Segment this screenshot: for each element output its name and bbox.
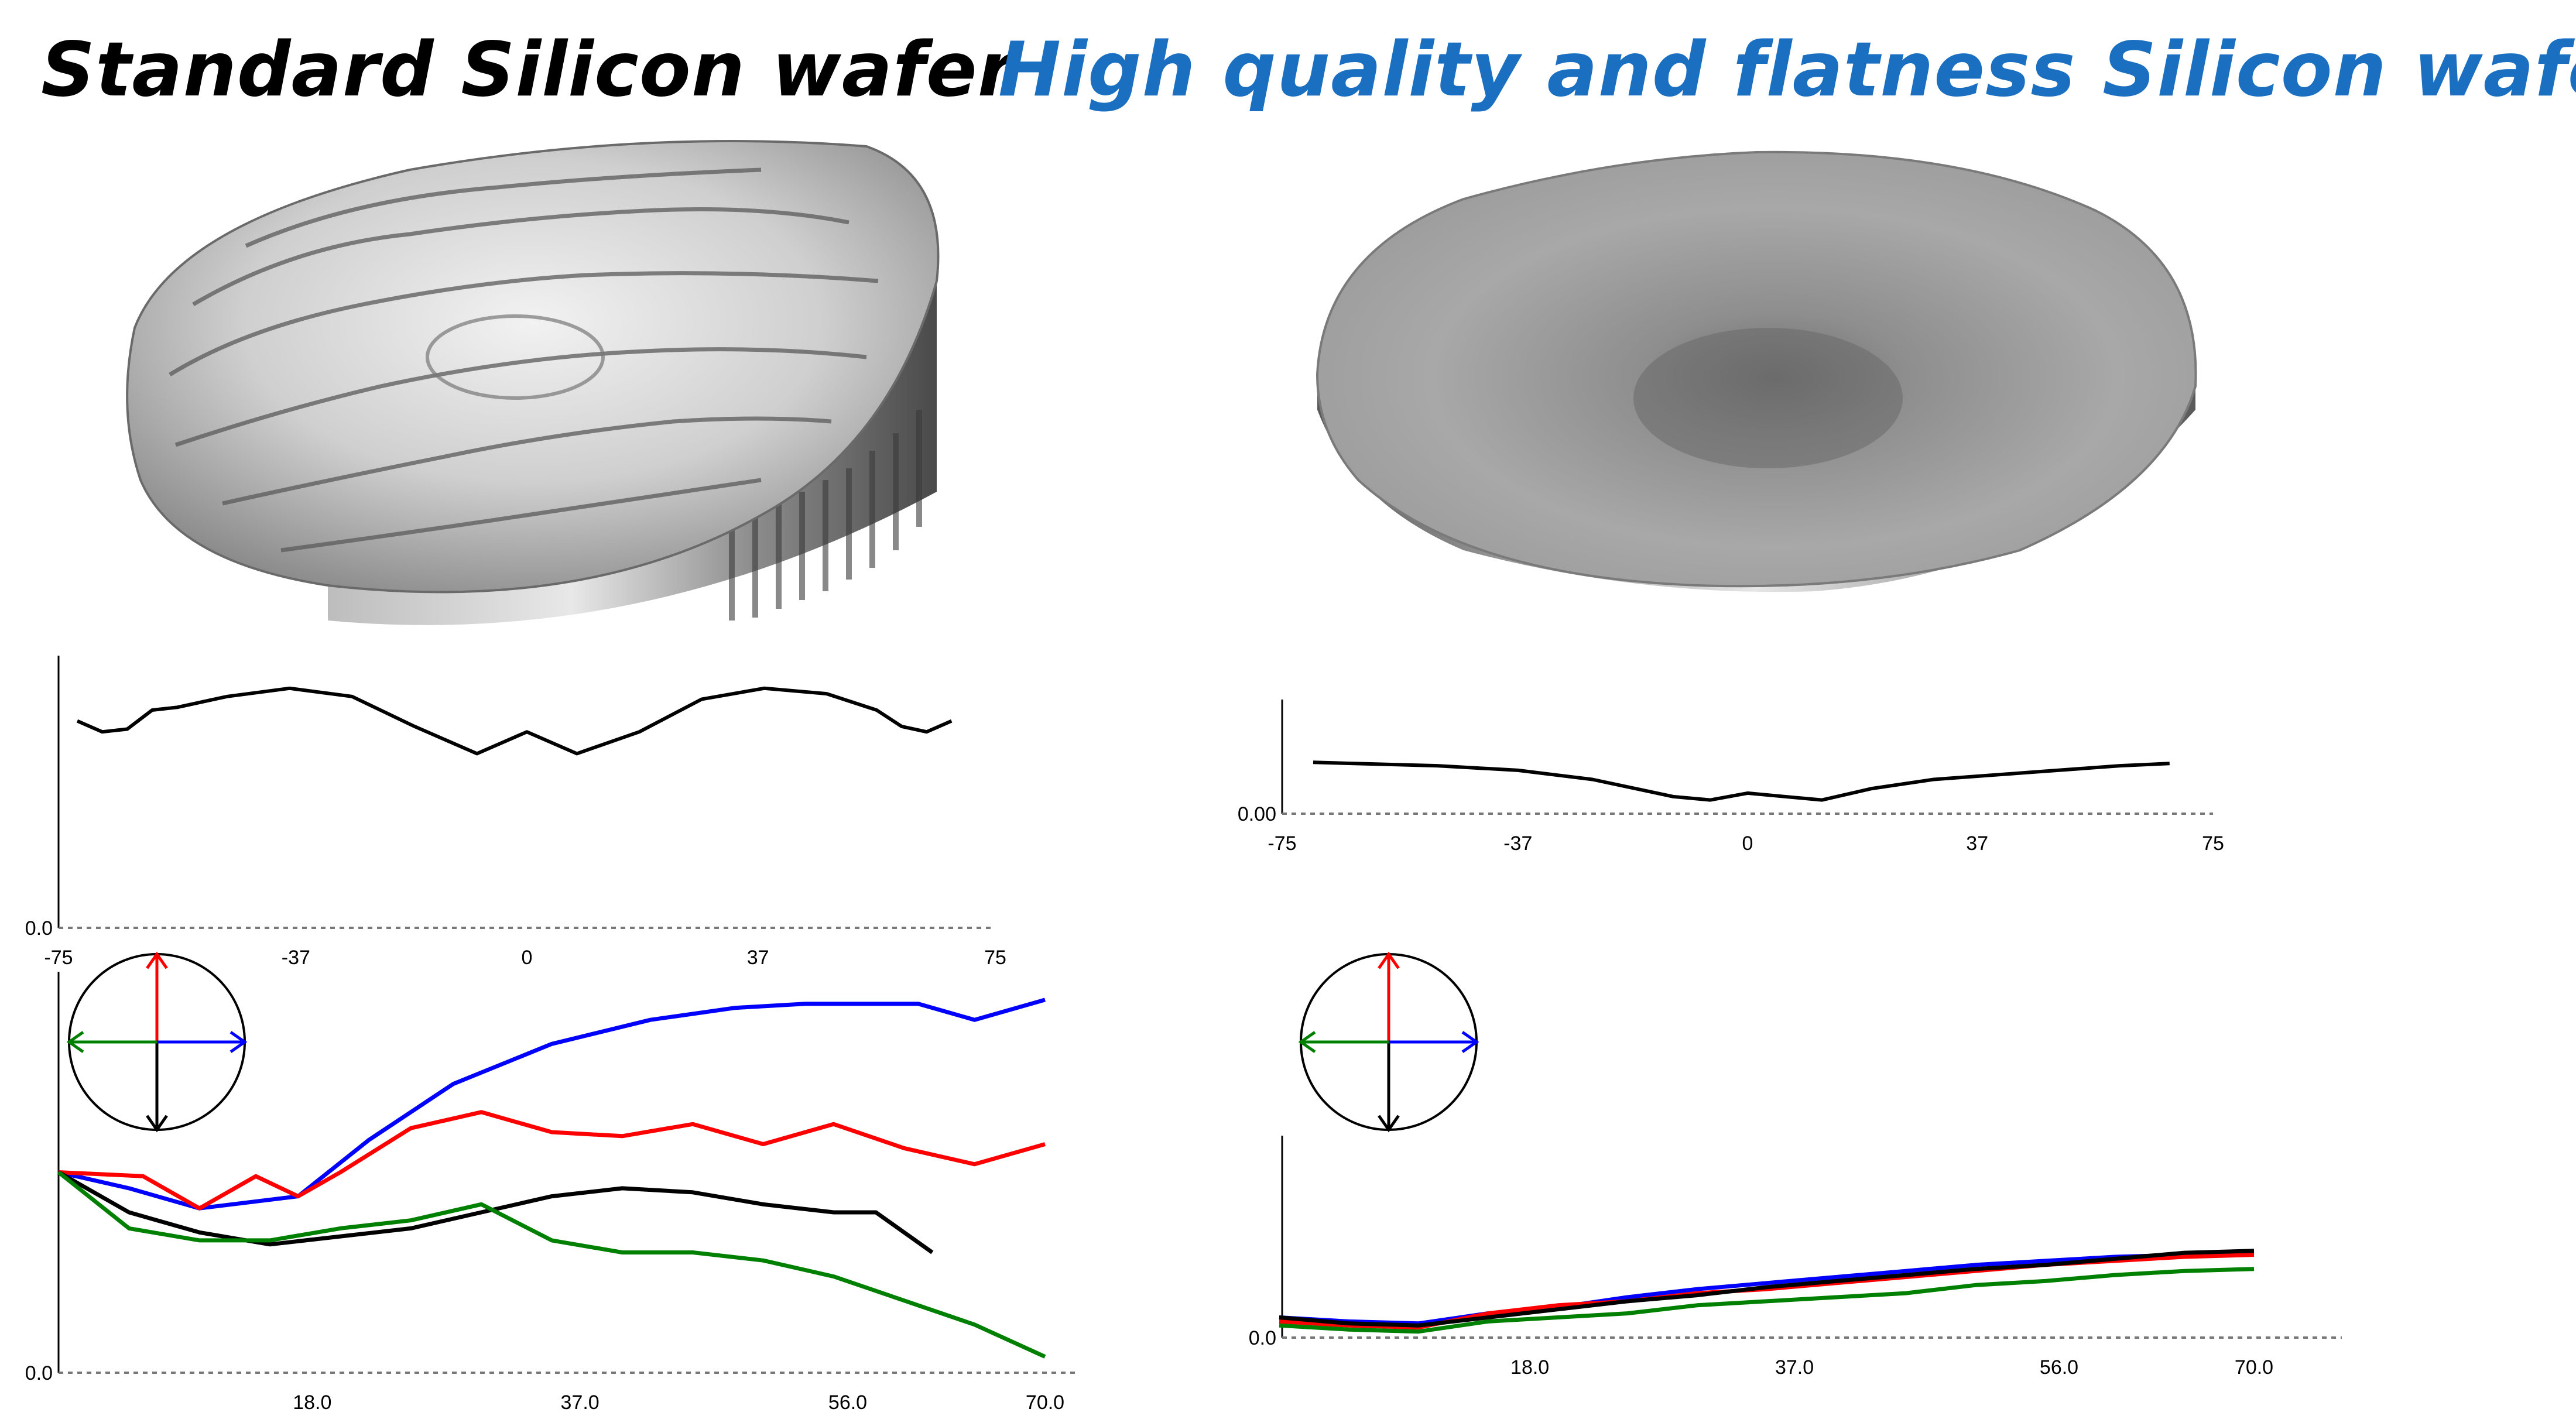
x-tick-label: 56.0	[828, 1391, 867, 1414]
x-tick-label: 37	[1966, 832, 1988, 855]
x-tick-label: 70.0	[2235, 1356, 2273, 1379]
x-tick-label: 75	[984, 947, 1006, 969]
x-tick-label: 37.0	[1775, 1356, 1814, 1379]
blue-direction-line	[1279, 1250, 2255, 1326]
x-tick-label: -75	[1268, 832, 1296, 855]
y-zero-label: 0.0	[25, 1362, 53, 1384]
direction-compass-right	[1298, 951, 1479, 1133]
y-zero-label: 0.00	[1238, 803, 1276, 825]
direction-compass-left	[66, 951, 248, 1133]
black-arrow-down-head	[146, 1115, 168, 1133]
green-direction-line	[57, 1170, 1046, 1359]
y-zero-label: 0.0	[25, 917, 53, 940]
x-tick-label: -37	[1503, 832, 1532, 855]
flat-wafer-title: High quality and flatness Silicon wafer	[998, 26, 2576, 114]
y-zero-label: 0.0	[1249, 1327, 1276, 1349]
red-arrow-up-head	[146, 951, 168, 969]
profile-line	[1313, 760, 2170, 802]
x-tick-label: 18.0	[293, 1391, 331, 1414]
x-tick-label: 56.0	[2040, 1356, 2078, 1379]
x-tick-label: 0	[1742, 832, 1753, 855]
directional-profile-left-chart: 0.0 18.0 37.0 56.0 70.0	[25, 972, 1077, 1414]
black-direction-line	[1279, 1249, 2255, 1328]
red-direction-line	[58, 1110, 1046, 1211]
black-direction-line	[57, 1170, 934, 1254]
x-tick-label: 18.0	[1510, 1356, 1549, 1379]
blue-direction-line	[58, 997, 1046, 1211]
blue-arrow-right-head	[229, 1031, 248, 1053]
directional-profile-right-chart: 0.0 18.0 37.0 56.0 70.0	[1249, 1136, 2342, 1379]
green-direction-line	[1279, 1267, 2255, 1334]
x-tick-label: 37	[747, 947, 769, 969]
red-direction-line	[1279, 1253, 2255, 1330]
cross-section-left-chart: 0.0 -75 -37 0 37 75	[25, 656, 1006, 969]
standard-wafer-title: Standard Silicon wafer	[41, 26, 1015, 114]
cross-section-right-chart: 0.00 -75 -37 0 37 75	[1238, 700, 2224, 855]
x-tick-label: 0	[522, 947, 533, 969]
red-arrow-up-head	[1378, 951, 1400, 969]
x-tick-label: -37	[282, 947, 310, 969]
black-arrow-down-head	[1378, 1115, 1400, 1133]
x-tick-label: 70.0	[1026, 1391, 1064, 1414]
green-arrow-left-head	[66, 1031, 84, 1053]
profile-line	[76, 686, 953, 756]
x-tick-label: 75	[2202, 832, 2224, 855]
x-tick-label: 37.0	[561, 1391, 600, 1414]
flat-wafer-3d-image	[1316, 150, 2197, 592]
green-arrow-left-head	[1298, 1031, 1316, 1053]
blue-arrow-right-head	[1461, 1031, 1479, 1053]
x-tick-label: -75	[44, 947, 73, 969]
standard-wafer-3d-image	[126, 140, 940, 625]
